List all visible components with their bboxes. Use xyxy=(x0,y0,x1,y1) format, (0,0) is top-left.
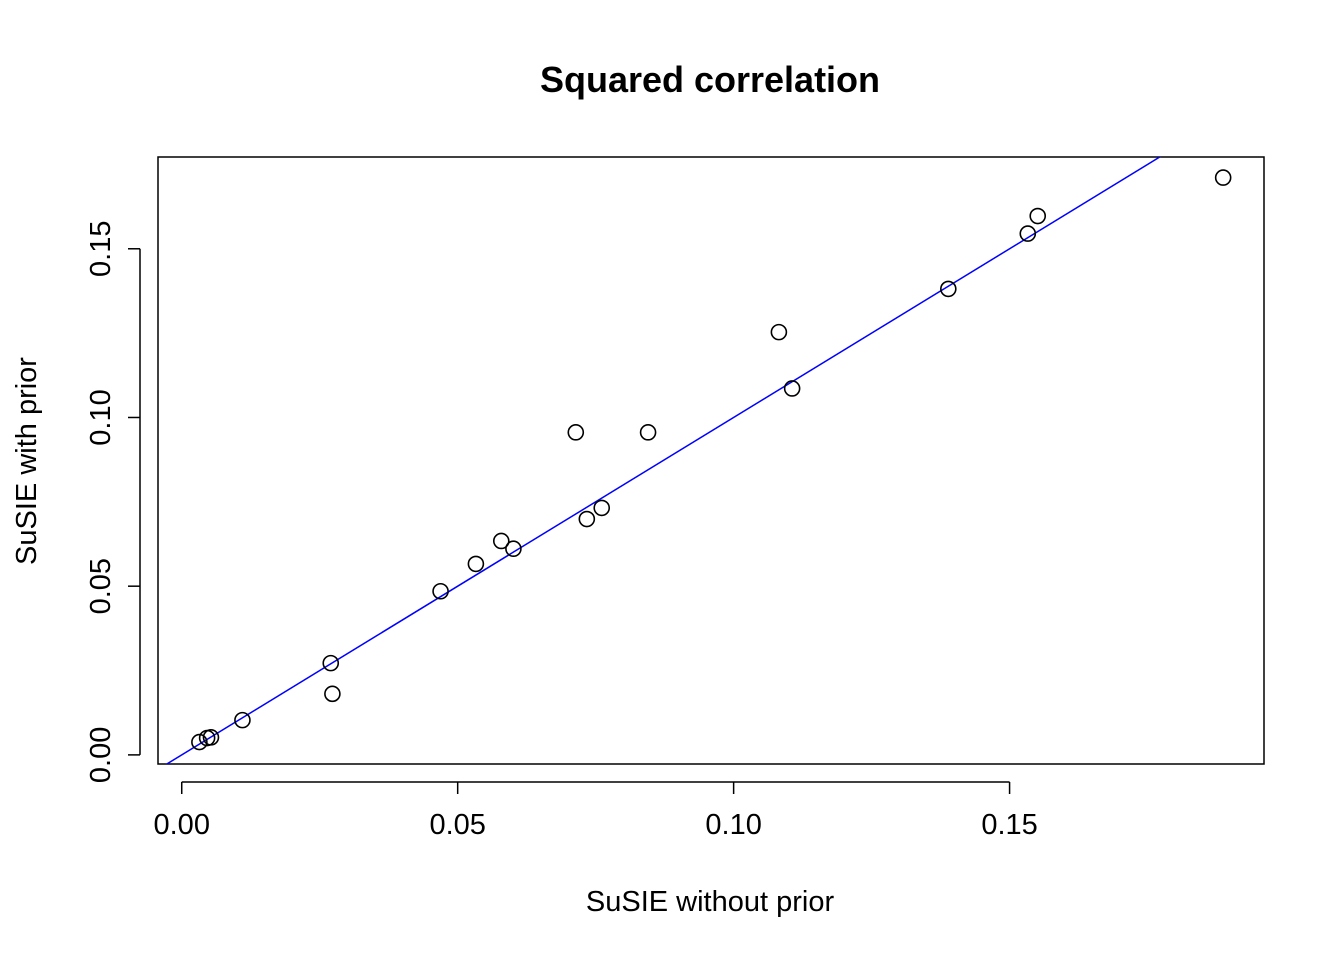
data-point xyxy=(783,380,801,397)
y-axis-label: SuSIE with prior xyxy=(11,357,43,565)
plot-area-frame xyxy=(157,156,1265,765)
data-points xyxy=(191,169,1232,751)
data-point xyxy=(467,555,485,573)
y-tick-label: 0.05 xyxy=(85,558,117,614)
data-point xyxy=(322,654,340,672)
data-point xyxy=(578,510,596,528)
data-point xyxy=(940,280,957,298)
data-point xyxy=(593,499,611,517)
data-point xyxy=(1019,225,1037,242)
x-axis-label: SuSIE without prior xyxy=(586,886,835,918)
reference-line xyxy=(165,157,1162,764)
data-point xyxy=(191,733,208,751)
data-point xyxy=(492,532,510,550)
x-tick-label: 0.15 xyxy=(981,809,1037,841)
x-tick-label: 0.00 xyxy=(154,809,210,841)
data-point xyxy=(432,582,449,600)
data-point xyxy=(234,711,251,729)
data-point xyxy=(324,685,341,703)
y-axis: 0.00 0.05 0.10 0.15 xyxy=(85,221,141,783)
data-point xyxy=(639,424,657,441)
data-point xyxy=(202,729,220,746)
y-tick-label: 0.10 xyxy=(85,389,117,445)
data-point xyxy=(1214,169,1232,186)
data-point xyxy=(770,323,788,341)
y-tick-label: 0.00 xyxy=(85,727,117,783)
x-axis: 0.00 0.05 0.10 0.15 xyxy=(154,781,1038,841)
x-tick-label: 0.10 xyxy=(705,809,761,841)
data-point xyxy=(1029,207,1047,225)
data-point xyxy=(567,424,585,441)
y-tick-label: 0.15 xyxy=(85,221,117,277)
x-tick-label: 0.05 xyxy=(429,809,485,841)
data-point xyxy=(505,540,522,558)
chart-title: Squared correlation xyxy=(540,59,880,100)
